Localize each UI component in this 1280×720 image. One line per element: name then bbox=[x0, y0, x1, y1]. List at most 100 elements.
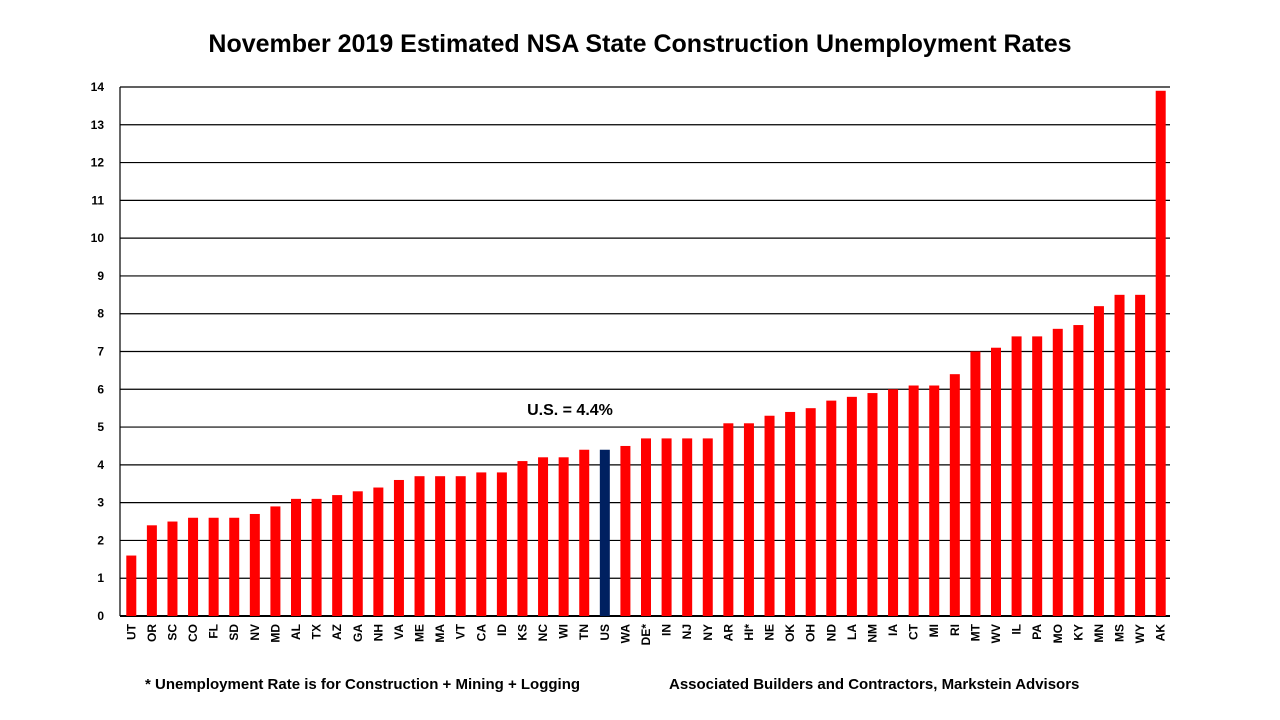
us-annotation: U.S. = 4.4% bbox=[527, 402, 613, 419]
x-tick-label: HI* bbox=[742, 624, 756, 641]
x-tick-label: US bbox=[598, 624, 612, 641]
y-tick-label: 3 bbox=[97, 496, 104, 510]
x-tick-label: NM bbox=[865, 624, 879, 643]
x-tick-label: OK bbox=[783, 624, 797, 642]
bar-ar bbox=[723, 423, 734, 616]
bar-wv bbox=[991, 347, 1001, 616]
bar-in bbox=[661, 438, 672, 616]
bar-fl bbox=[208, 517, 219, 616]
x-tick-label: UT bbox=[124, 623, 138, 640]
bar-az bbox=[332, 495, 343, 616]
bar-us bbox=[599, 449, 610, 616]
y-tick-label: 10 bbox=[91, 231, 105, 245]
bar-va bbox=[393, 479, 404, 616]
x-tick-label: SD bbox=[227, 624, 241, 641]
bar-ga bbox=[352, 491, 363, 616]
y-tick-label: 4 bbox=[97, 458, 104, 472]
bar-wy bbox=[1135, 294, 1146, 616]
x-tick-label: AK bbox=[1154, 624, 1168, 642]
bar-ct bbox=[908, 385, 919, 616]
x-tick-label: OH bbox=[804, 624, 818, 642]
x-tick-label: NH bbox=[371, 624, 385, 641]
bar-wi bbox=[558, 457, 569, 616]
x-tick-label: KY bbox=[1071, 624, 1085, 641]
bar-tn bbox=[579, 449, 590, 616]
x-tick-label: MO bbox=[1051, 624, 1065, 643]
y-tick-label: 12 bbox=[91, 156, 105, 170]
bar-sc bbox=[167, 521, 178, 616]
bar-ks bbox=[517, 461, 528, 616]
x-tick-label: TN bbox=[577, 624, 591, 640]
x-tick-label: RI bbox=[948, 624, 962, 636]
bar-mo bbox=[1052, 328, 1063, 616]
bar-ny bbox=[702, 438, 713, 616]
bar-ky bbox=[1073, 325, 1084, 616]
y-tick-label: 1 bbox=[97, 571, 104, 585]
bar-ma bbox=[435, 476, 446, 616]
x-tick-label: NE bbox=[763, 624, 777, 641]
bar-tx bbox=[311, 498, 322, 616]
bar-ut bbox=[126, 555, 137, 616]
bar-al bbox=[291, 498, 301, 616]
bar-sd bbox=[229, 517, 240, 616]
x-tick-label: KS bbox=[515, 624, 529, 641]
y-tick-label: 11 bbox=[91, 193, 104, 207]
x-tick-label: ND bbox=[824, 624, 838, 642]
bar-wa bbox=[620, 445, 631, 616]
bar-ri bbox=[949, 374, 960, 616]
bar-hi bbox=[743, 423, 754, 616]
bar-il bbox=[1011, 336, 1022, 616]
bar-oh bbox=[805, 408, 816, 616]
bar-nj bbox=[682, 438, 693, 616]
bar-mi bbox=[929, 385, 940, 616]
x-tick-label: MN bbox=[1092, 624, 1106, 643]
x-tick-label: MA bbox=[433, 624, 447, 643]
bar-md bbox=[270, 506, 281, 616]
bar-la bbox=[846, 396, 857, 616]
x-tick-label: NY bbox=[701, 624, 715, 641]
bar-ms bbox=[1114, 294, 1125, 616]
y-tick-label: 13 bbox=[91, 118, 105, 132]
x-tick-label: TX bbox=[310, 624, 324, 639]
y-tick-label: 9 bbox=[97, 269, 104, 283]
x-tick-label: MI bbox=[927, 624, 941, 637]
x-tick-label: WA bbox=[618, 624, 632, 644]
bar-nc bbox=[538, 457, 549, 616]
bar-pa bbox=[1032, 336, 1043, 616]
x-tick-label: ID bbox=[495, 624, 509, 636]
y-tick-label: 8 bbox=[97, 307, 104, 321]
x-tick-label: AZ bbox=[330, 624, 344, 640]
x-tick-label: CO bbox=[186, 624, 200, 642]
bar-or bbox=[146, 525, 157, 616]
y-tick-label: 6 bbox=[97, 382, 104, 396]
bar-ia bbox=[888, 389, 899, 616]
x-tick-label: NC bbox=[536, 624, 550, 642]
x-tick-label: MS bbox=[1113, 624, 1127, 642]
y-tick-label: 5 bbox=[97, 420, 104, 434]
bar-mn bbox=[1093, 306, 1104, 616]
x-tick-label: VT bbox=[454, 623, 468, 639]
bar-nv bbox=[249, 513, 260, 616]
footnote-left: * Unemployment Rate is for Construction … bbox=[145, 676, 581, 693]
bar-nm bbox=[867, 393, 878, 616]
x-tick-label: IA bbox=[886, 624, 900, 636]
footnote-source: Associated Builders and Contractors, Mar… bbox=[669, 676, 1080, 693]
y-tick-label: 7 bbox=[97, 345, 104, 359]
bar-co bbox=[188, 517, 199, 616]
x-tick-label: MT bbox=[968, 623, 982, 641]
x-tick-label: NJ bbox=[680, 624, 694, 639]
bar-nh bbox=[373, 487, 384, 616]
x-tick-label: LA bbox=[845, 624, 859, 640]
x-tick-label: VA bbox=[392, 624, 406, 640]
x-tick-label: GA bbox=[351, 624, 365, 642]
x-tick-label: ME bbox=[413, 624, 427, 642]
bar-ak bbox=[1155, 90, 1166, 617]
x-tick-label: PA bbox=[1030, 624, 1044, 640]
bar-vt bbox=[455, 476, 466, 616]
x-tick-label: WV bbox=[989, 624, 1003, 643]
x-tick-label: AL bbox=[289, 624, 303, 640]
bar-de bbox=[641, 438, 651, 616]
y-tick-label: 0 bbox=[97, 609, 104, 623]
x-tick-label: CA bbox=[474, 624, 488, 642]
